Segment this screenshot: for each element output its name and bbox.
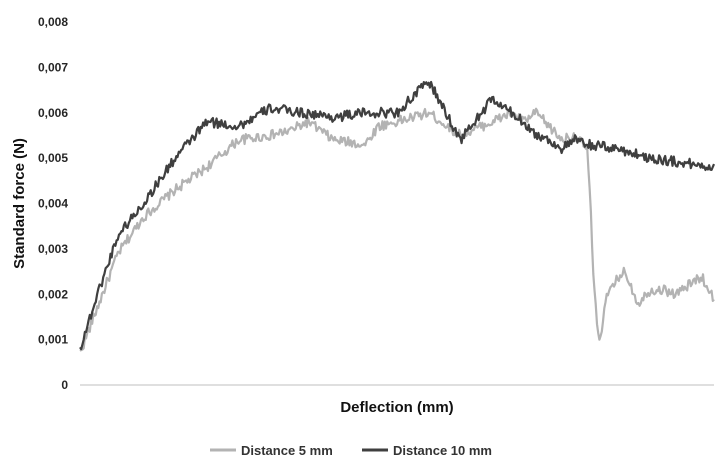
y-tick-label: 0,007	[38, 60, 68, 74]
y-axis-title: Standard force (N)	[11, 138, 28, 269]
x-axis-title: Deflection (mm)	[340, 399, 453, 416]
y-tick-label: 0,004	[38, 197, 68, 211]
y-axis-ticks: 0 0,001 0,002 0,003 0,004 0,005 0,006 0,007 0,00…	[38, 15, 68, 392]
series-line	[79, 107, 715, 352]
series-line	[79, 80, 716, 351]
y-tick-label: 0,006	[38, 106, 68, 120]
y-tick-label: 0,001	[38, 333, 68, 347]
y-tick-label: 0,003	[38, 242, 68, 256]
y-tick-label: 0,008	[38, 15, 68, 29]
series-layer	[79, 80, 716, 352]
legend: Distance 5 mm Distance 10 mm	[210, 443, 492, 458]
legend-label: Distance 5 mm	[241, 443, 333, 457]
y-tick-label: 0,002	[38, 287, 68, 301]
y-tick-label: 0,005	[38, 151, 68, 165]
y-tick-label: 0	[61, 378, 68, 392]
legend-label: Distance 10 mm	[393, 443, 492, 457]
